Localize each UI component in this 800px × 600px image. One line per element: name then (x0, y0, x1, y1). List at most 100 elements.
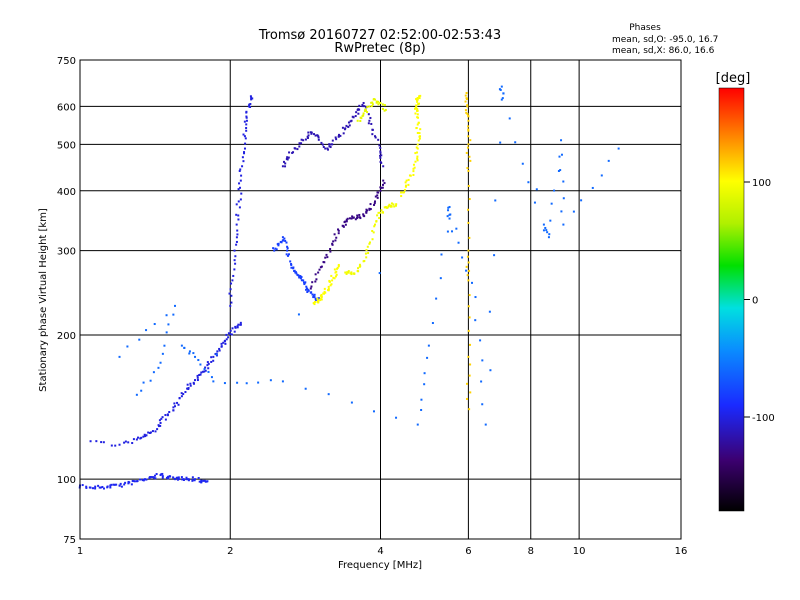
data-point (180, 395, 183, 398)
data-point (314, 297, 317, 300)
data-point (233, 268, 236, 271)
data-point (145, 434, 148, 437)
data-point (467, 208, 470, 211)
data-point (161, 475, 164, 478)
data-point (358, 263, 361, 266)
data-point (359, 119, 362, 122)
data-point (494, 199, 497, 202)
data-point (467, 119, 470, 122)
x-tick-label: 4 (377, 546, 383, 557)
data-point (387, 205, 390, 208)
data-point (242, 133, 245, 136)
data-point (204, 369, 207, 372)
data-point (172, 409, 175, 412)
data-point (245, 127, 248, 130)
data-point (149, 379, 152, 382)
data-point (109, 484, 112, 487)
data-point (210, 360, 213, 363)
data-point (363, 110, 366, 113)
data-point (245, 119, 248, 122)
data-point (245, 111, 248, 114)
data-point (250, 98, 253, 101)
data-point (334, 275, 337, 278)
data-point (465, 151, 468, 154)
data-point (426, 356, 429, 359)
data-point (119, 482, 122, 485)
data-point (102, 487, 105, 490)
data-point (451, 230, 454, 233)
data-point (390, 202, 393, 205)
data-point (239, 198, 242, 201)
data-point (328, 143, 331, 146)
data-point (220, 345, 223, 348)
data-point (245, 129, 248, 132)
data-point (333, 268, 336, 271)
data-point (199, 363, 202, 366)
data-point (183, 346, 186, 349)
data-point (110, 483, 113, 486)
data-point (361, 105, 364, 108)
y-tick-label: 500 (57, 140, 76, 151)
data-point (381, 186, 384, 189)
data-point (343, 221, 346, 224)
colorbar-label: [deg] (716, 71, 751, 86)
data-point (366, 245, 369, 248)
y-axis-ticks: 75 100 200 300 400 500 600 750 (57, 56, 76, 546)
colorbar-tick-label: 0 (752, 296, 758, 307)
data-point (415, 127, 418, 130)
data-point (315, 278, 318, 281)
data-point (446, 230, 449, 233)
data-point (499, 88, 502, 91)
data-point (580, 199, 583, 202)
data-point (110, 444, 113, 447)
data-point (152, 371, 155, 374)
data-point (329, 250, 332, 253)
data-point (335, 138, 338, 141)
data-point (149, 475, 152, 478)
data-point (182, 393, 185, 396)
data-point (330, 143, 333, 146)
data-point (550, 202, 553, 205)
data-point (238, 206, 241, 209)
data-point (161, 352, 164, 355)
data-point (416, 155, 419, 158)
data-point (296, 148, 299, 151)
data-point (284, 239, 287, 242)
data-point (189, 384, 192, 387)
data-point (381, 103, 384, 106)
data-point (337, 229, 340, 232)
data-point (158, 425, 161, 428)
data-point (344, 223, 347, 226)
data-point (467, 135, 470, 138)
chart-subtitle: RwPretec (8p) (334, 41, 425, 56)
data-point (236, 325, 239, 328)
data-point (357, 112, 360, 115)
data-point (136, 480, 139, 483)
data-point (85, 485, 88, 488)
data-point (501, 97, 504, 100)
data-point (465, 111, 468, 114)
data-point (198, 480, 201, 483)
data-point (161, 472, 164, 475)
y-axis-label: Stationary phase Virtual Height [km] (38, 208, 49, 392)
data-point (94, 487, 97, 490)
data-point (549, 219, 552, 222)
data-point (329, 146, 332, 149)
data-point (508, 117, 511, 120)
data-point (345, 124, 348, 127)
data-point (542, 223, 545, 226)
data-point (124, 481, 127, 484)
data-point (99, 486, 102, 489)
data-point (123, 483, 126, 486)
data-point (372, 231, 375, 234)
data-point (379, 151, 382, 154)
data-point (337, 228, 340, 231)
data-point (560, 210, 563, 213)
data-point (273, 249, 276, 252)
data-point (207, 367, 210, 370)
data-point (349, 272, 352, 275)
data-point (381, 211, 384, 214)
data-point (159, 474, 162, 477)
data-point (348, 124, 351, 127)
data-point (467, 125, 470, 128)
